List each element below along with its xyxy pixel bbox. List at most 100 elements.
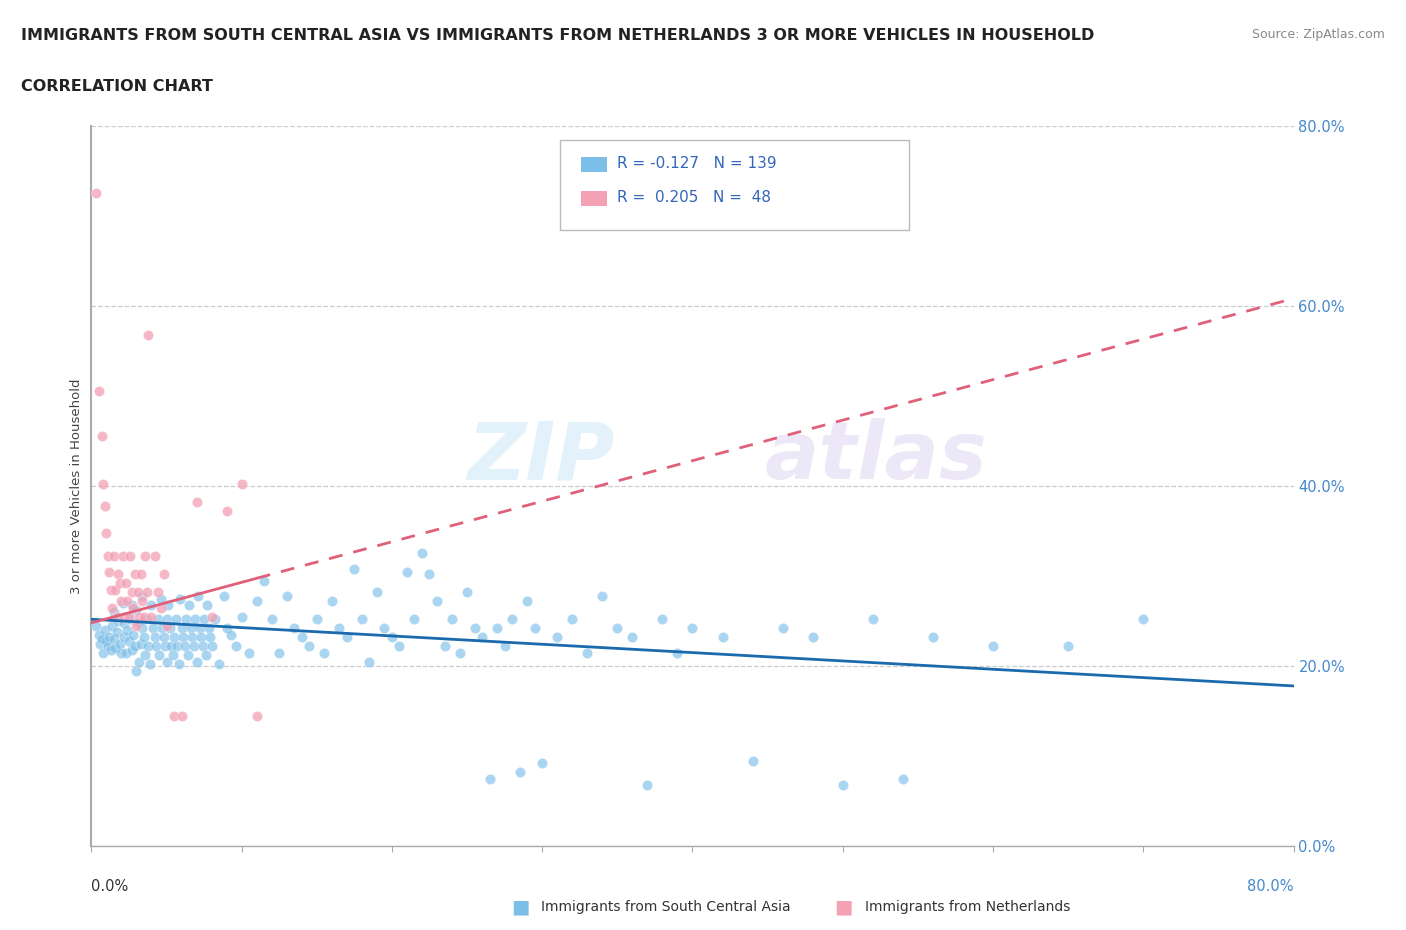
Point	[138, 327, 160, 342]
Point	[606, 621, 628, 636]
Point	[134, 549, 156, 564]
Point	[108, 636, 131, 651]
Point	[181, 630, 204, 644]
Point	[246, 709, 269, 724]
Point	[128, 609, 150, 624]
Point	[118, 633, 141, 648]
Point	[155, 618, 177, 633]
Text: ZIP: ZIP	[467, 418, 614, 496]
Point	[180, 621, 202, 636]
Point	[159, 621, 181, 636]
Point	[201, 609, 224, 624]
Point	[121, 585, 143, 600]
Point	[136, 585, 159, 600]
Point	[103, 549, 125, 564]
Point	[478, 771, 501, 786]
Point	[373, 621, 395, 636]
Point	[98, 630, 121, 644]
Point	[132, 609, 155, 624]
Point	[149, 600, 172, 615]
Point	[110, 645, 132, 660]
Point	[561, 612, 583, 627]
Point	[84, 618, 107, 633]
Point	[711, 630, 734, 644]
Point	[411, 546, 433, 561]
Point	[531, 756, 554, 771]
Point	[173, 639, 195, 654]
Point	[188, 621, 211, 636]
Point	[321, 594, 343, 609]
Point	[125, 663, 148, 678]
Text: R =  0.205   N =  48: R = 0.205 N = 48	[617, 190, 770, 206]
Point	[101, 618, 124, 633]
Point	[167, 657, 190, 671]
Point	[433, 639, 456, 654]
Point	[172, 630, 194, 644]
Point	[831, 777, 853, 792]
Point	[117, 594, 139, 609]
Bar	[581, 192, 607, 206]
Point	[169, 591, 191, 606]
Point	[100, 643, 122, 658]
Point	[163, 709, 186, 724]
Point	[197, 621, 219, 636]
Point	[114, 609, 136, 624]
Point	[464, 621, 486, 636]
Point	[198, 630, 221, 644]
Point	[155, 612, 177, 627]
Text: 80.0%: 80.0%	[1247, 879, 1294, 894]
Point	[426, 594, 449, 609]
Point	[104, 582, 127, 597]
Point	[862, 612, 884, 627]
Point	[359, 654, 381, 669]
Point	[204, 612, 226, 627]
Point	[231, 609, 253, 624]
Point	[114, 630, 136, 644]
Point	[131, 594, 153, 609]
Point	[193, 612, 215, 627]
Point	[741, 753, 763, 768]
Point	[681, 621, 703, 636]
Point	[110, 594, 132, 609]
Point	[87, 627, 110, 642]
Point	[93, 645, 115, 660]
Text: R = -0.127   N = 139: R = -0.127 N = 139	[617, 156, 776, 171]
Point	[291, 630, 314, 644]
Point	[124, 639, 146, 654]
Point	[160, 639, 183, 654]
Point	[801, 630, 824, 644]
Point	[143, 549, 166, 564]
Point	[516, 594, 538, 609]
Point	[471, 630, 494, 644]
Point	[494, 639, 516, 654]
Point	[107, 566, 129, 581]
Point	[94, 498, 117, 513]
Point	[922, 630, 945, 644]
Point	[772, 621, 794, 636]
Point	[194, 648, 217, 663]
Point	[149, 591, 172, 606]
Point	[328, 621, 350, 636]
Point	[131, 621, 153, 636]
Point	[114, 616, 136, 631]
Point	[666, 645, 689, 660]
Point	[651, 612, 673, 627]
Text: IMMIGRANTS FROM SOUTH CENTRAL ASIA VS IMMIGRANTS FROM NETHERLANDS 3 OR MORE VEHI: IMMIGRANTS FROM SOUTH CENTRAL ASIA VS IM…	[21, 28, 1094, 43]
Text: CORRELATION CHART: CORRELATION CHART	[21, 79, 212, 94]
Point	[260, 612, 283, 627]
Point	[111, 595, 134, 610]
Point	[449, 645, 471, 660]
Point	[187, 589, 209, 604]
Point	[101, 600, 124, 615]
Point	[546, 630, 568, 644]
Point	[93, 477, 115, 492]
Point	[98, 565, 121, 579]
Point	[124, 566, 146, 581]
Point	[456, 585, 478, 600]
Point	[621, 630, 644, 644]
Point	[162, 648, 184, 663]
Point	[141, 597, 163, 612]
Point	[84, 186, 107, 201]
Point	[153, 639, 176, 654]
Point	[404, 612, 426, 627]
